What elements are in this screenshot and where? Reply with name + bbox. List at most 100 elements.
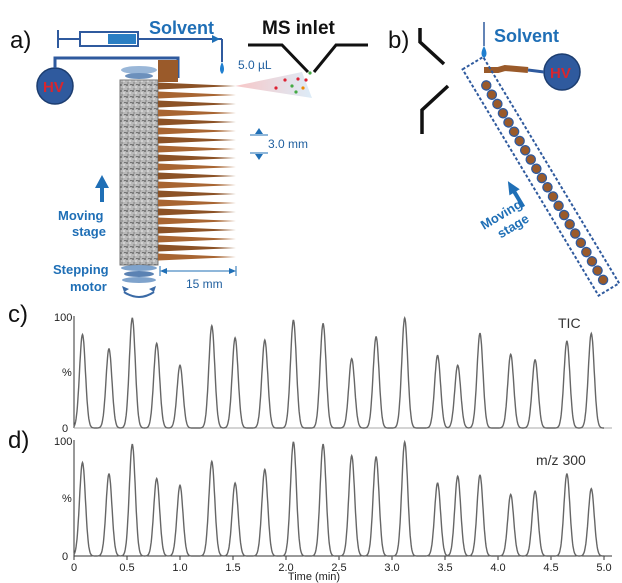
hv-label-a: HV xyxy=(43,79,64,96)
solvent-drop-icon xyxy=(220,62,224,74)
sample-spot xyxy=(581,246,592,258)
spray-tip xyxy=(158,136,236,144)
moving-stage-label-a-line2: stage xyxy=(72,224,106,239)
moving-stage-label-a-line1: Moving xyxy=(58,208,104,223)
stage-coupling-top-icon xyxy=(121,66,157,79)
panel-c: c) 100 % 0 TIC xyxy=(8,301,612,435)
hv-label-b: HV xyxy=(550,65,571,82)
chart-c-trace xyxy=(73,315,604,429)
sample-spot xyxy=(586,256,598,267)
x-tick-label: 2.5 xyxy=(331,562,346,574)
x-tick-label: 4.0 xyxy=(490,562,505,574)
chart-d-x-label: Time (min) xyxy=(288,571,340,583)
x-tick-label: 4.5 xyxy=(543,562,558,574)
x-tick-label: 3.5 xyxy=(437,562,452,574)
spacing-label: 3.0 mm xyxy=(268,137,308,151)
sample-spot xyxy=(542,182,553,193)
stepping-motor-label-line2: motor xyxy=(70,279,107,294)
sample-spot xyxy=(547,191,559,202)
sample-spot xyxy=(525,154,537,165)
spray-tip xyxy=(158,172,236,180)
spray-tip xyxy=(158,199,236,207)
chart-d-ytick-top: 100 xyxy=(54,436,72,448)
sample-spot xyxy=(503,117,514,128)
solvent-label-a: Solvent xyxy=(149,18,214,38)
stepping-motor-label-line1: Stepping xyxy=(53,262,109,277)
panel-d: d) 100 % 0 0 0.5 1.0 1.5 2.0 2.5 3.0 3.5 4.0 4.5 5… xyxy=(8,427,612,583)
chart-d-ytick-mid: % xyxy=(62,493,72,505)
x-tick-label: 2.0 xyxy=(278,562,293,574)
spray-tips xyxy=(158,82,236,261)
spray-tip xyxy=(158,100,236,108)
spray-tip xyxy=(158,181,236,189)
hv-contact-b xyxy=(484,64,529,73)
spray-tip xyxy=(158,91,236,99)
diagonal-arrow-icon xyxy=(507,181,526,208)
spray-tip xyxy=(158,235,236,243)
ms-inlet-lower-icon xyxy=(420,84,450,134)
chart-d-trace xyxy=(73,439,604,557)
sample-spot xyxy=(531,163,542,174)
spray-tip xyxy=(158,244,236,252)
chart-d-ytick-bottom: 0 xyxy=(62,551,68,563)
spray-tip xyxy=(158,190,236,198)
chart-c-ytick-top: 100 xyxy=(54,312,72,324)
stage-outline xyxy=(461,55,621,297)
sample-spot xyxy=(553,200,564,212)
chart-c-series-label: TIC xyxy=(558,315,581,331)
chart-d-x-ticks: 0 0.5 1.0 1.5 2.0 2.5 3.0 3.5 4.0 4.5 5.0 xyxy=(71,556,612,574)
spray-tip xyxy=(158,82,236,90)
stepping-motor-icon xyxy=(121,265,157,298)
sample-spot xyxy=(492,98,503,110)
x-tick-label: 1.5 xyxy=(225,562,240,574)
sample-spot xyxy=(597,274,609,286)
sample-spot xyxy=(519,144,531,156)
panel-b: b) Solvent HV Moving stage xyxy=(388,22,621,297)
panel-b-label: b) xyxy=(388,27,409,54)
spray-tip xyxy=(158,127,236,135)
stage-block xyxy=(119,79,159,266)
x-tick-label: 1.0 xyxy=(172,562,187,574)
solvent-drop-icon-b xyxy=(481,46,487,58)
x-tick-label: 5.0 xyxy=(596,562,611,574)
syringe-icon xyxy=(57,30,223,62)
spray-tip xyxy=(158,253,236,261)
spray-tip xyxy=(158,109,236,117)
spray-tip xyxy=(158,226,236,234)
spray-tip xyxy=(158,145,236,153)
sample-spot xyxy=(486,89,498,100)
panel-a-label: a) xyxy=(10,27,31,54)
chart-d-series-label: m/z 300 xyxy=(536,452,586,468)
spacing-dimension xyxy=(250,128,268,160)
x-tick-label: 3.0 xyxy=(384,562,399,574)
up-arrow-icon xyxy=(95,175,109,202)
spray-tip xyxy=(158,118,236,126)
panel-d-label: d) xyxy=(8,427,29,454)
spray-plume xyxy=(235,72,312,98)
ms-inlet-left-icon xyxy=(248,43,310,74)
ms-inlet-label: MS inlet xyxy=(262,18,336,39)
panel-a: a) Solvent MS inlet HV xyxy=(10,18,368,298)
spray-tip xyxy=(158,154,236,162)
sample-spot xyxy=(570,228,581,239)
ms-inlet-right-icon xyxy=(312,43,368,73)
x-tick-label: 0 xyxy=(71,562,77,574)
sample-spot xyxy=(536,172,548,184)
sample-spot xyxy=(558,209,570,221)
spray-tip xyxy=(158,217,236,225)
tilted-stage xyxy=(461,55,621,297)
ms-inlet-upper-icon xyxy=(418,28,446,66)
sample-spot xyxy=(592,265,603,276)
spray-droplets xyxy=(274,71,312,94)
chart-c-ytick-mid: % xyxy=(62,367,72,379)
chart-c-ytick-bottom: 0 xyxy=(62,423,68,435)
sample-spot xyxy=(564,219,575,230)
sample-spot xyxy=(575,237,587,249)
width-label: 15 mm xyxy=(186,277,223,291)
hv-contact-a xyxy=(158,60,178,82)
moving-stage-label-b: Moving stage xyxy=(478,196,532,241)
x-tick-label: 0.5 xyxy=(119,562,134,574)
volume-label: 5.0 µL xyxy=(238,58,272,72)
width-dimension xyxy=(159,266,237,276)
